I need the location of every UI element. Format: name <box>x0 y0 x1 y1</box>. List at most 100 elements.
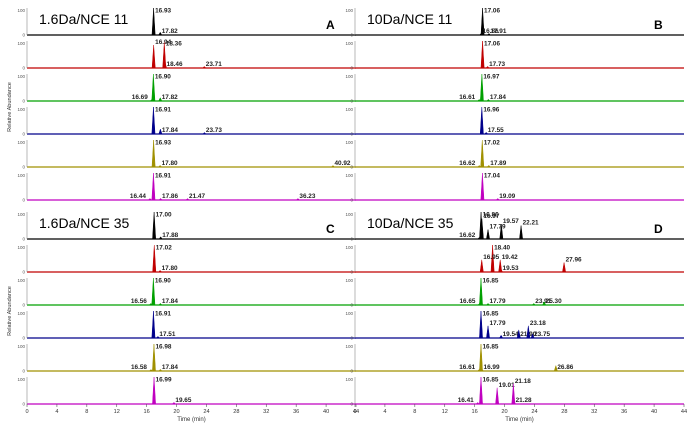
peak-label-B-2-0: 16.97 <box>483 74 499 81</box>
xtick-label-D-1: 4 <box>383 409 386 415</box>
peak-label-D-3-5: 23.75 <box>534 331 550 338</box>
peak-D-2-3 <box>531 303 537 306</box>
ytick-label-B-0-zero: 0 <box>350 33 353 38</box>
peak-label-D-1-2: 19.42 <box>502 254 518 261</box>
peak-label-B-5-0: 17.04 <box>484 173 500 180</box>
peak-C-2-1 <box>148 303 154 306</box>
peak-label-A-5-1: 16.44 <box>130 193 146 200</box>
panel-letter-B: B <box>654 18 663 32</box>
xlabel-D: Time (min) <box>505 417 533 423</box>
peak-D-3-2 <box>499 334 504 339</box>
peak-label-D-1-1: 16.95 <box>483 254 499 261</box>
ytick-label-C-1-max: 100 <box>17 245 25 250</box>
xtick-label-D-11: 44 <box>681 409 687 415</box>
peak-label-A-0-1: 17.82 <box>162 28 178 35</box>
ytick-label-A-2-max: 100 <box>17 74 25 79</box>
peak-A-5-0 <box>151 172 156 201</box>
peak-label-C-1-0: 17.02 <box>156 245 172 252</box>
peak-C-5-0 <box>152 376 156 405</box>
peak-label-A-5-0: 16.91 <box>155 173 171 180</box>
peak-A-5-2 <box>158 198 163 201</box>
peak-label-A-1-2: 18.46 <box>167 61 183 68</box>
peak-label-A-5-4: 36.23 <box>299 193 315 200</box>
xtick-label-D-0: 0 <box>353 409 356 415</box>
xtick-label-C-11: 44 <box>353 409 359 415</box>
peak-label-D-3-1: 17.79 <box>490 320 506 327</box>
peak-B-1-1 <box>485 66 490 69</box>
peak-label-D-2-3: 23.91 <box>535 298 551 305</box>
ytick-label-C-5-max: 100 <box>17 377 25 382</box>
peak-label-D-1-3: 19.53 <box>503 265 519 272</box>
xtick-label-D-7: 28 <box>561 409 567 415</box>
peak-D-2-4 <box>542 301 547 306</box>
peak-label-B-0-1: 16.86 <box>483 28 499 35</box>
peak-D-1-3 <box>498 268 504 273</box>
peak-C-4-0 <box>152 343 156 372</box>
peak-label-A-2-0: 16.90 <box>155 74 171 81</box>
peak-B-4-1 <box>477 165 482 168</box>
peak-D-4-1 <box>476 369 482 372</box>
xtick-label-C-4: 16 <box>144 409 150 415</box>
peak-label-D-4-3: 26.86 <box>557 364 573 371</box>
peak-label-C-0-0: 17.00 <box>156 212 172 219</box>
peak-label-B-0-0: 17.06 <box>484 8 500 15</box>
peak-A-1-2 <box>163 61 167 69</box>
peak-label-A-5-3: 21.47 <box>189 193 205 200</box>
ytick-label-D-2-max: 100 <box>345 278 353 283</box>
panel-title-B: 10Da/NCE 11 <box>367 11 453 27</box>
peak-label-C-0-1: 17.88 <box>162 232 178 239</box>
xtick-label-D-6: 24 <box>531 409 537 415</box>
panel-title-D: 10Da/NCE 35 <box>367 215 454 231</box>
peak-label-D-3-4: 23.18 <box>530 320 546 327</box>
peak-C-1-0 <box>152 244 157 273</box>
peak-A-3-1 <box>158 128 163 135</box>
peak-B-0-2 <box>486 33 492 36</box>
ytick-label-D-3-zero: 0 <box>350 336 353 341</box>
peak-label-A-3-2: 23.73 <box>206 127 222 134</box>
ytick-label-B-1-max: 100 <box>345 41 353 46</box>
peak-label-D-3-2: 19.54 <box>503 331 519 338</box>
peak-A-4-1 <box>157 165 163 168</box>
peak-B-3-0 <box>479 106 484 135</box>
xtick-label-D-8: 32 <box>591 409 597 415</box>
peak-label-D-5-2: 21.18 <box>515 378 531 385</box>
ytick-label-D-5-zero: 0 <box>350 402 353 407</box>
ytick-label-B-2-zero: 0 <box>350 99 353 104</box>
peak-label-D-0-2: 16.62 <box>459 232 475 239</box>
peak-label-A-1-3: 23.71 <box>206 61 222 68</box>
peak-label-D-1-4: 27.96 <box>566 257 582 264</box>
peak-label-B-2-1: 16.61 <box>459 94 475 101</box>
peak-B-4-2 <box>486 165 491 168</box>
peak-C-2-2 <box>158 303 163 306</box>
xtick-label-D-2: 8 <box>413 409 416 415</box>
ytick-label-B-2-max: 100 <box>345 74 353 79</box>
peak-A-4-2 <box>330 165 336 168</box>
peak-label-C-2-2: 17.84 <box>162 298 178 305</box>
ytick-label-C-1-zero: 0 <box>22 270 25 275</box>
peak-C-0-1 <box>158 236 163 240</box>
xtick-label-D-5: 20 <box>501 409 507 415</box>
peak-B-2-0 <box>480 73 484 102</box>
peak-D-5-4 <box>512 400 517 405</box>
peak-label-D-2-2: 17.79 <box>490 298 506 305</box>
ytick-label-D-2-zero: 0 <box>350 303 353 308</box>
ytick-label-B-3-zero: 0 <box>350 132 353 137</box>
ytick-label-B-3-max: 100 <box>345 107 353 112</box>
peak-label-B-5-1: 19.09 <box>499 193 515 200</box>
peak-C-1-1 <box>157 270 163 273</box>
peak-label-B-3-0: 16.96 <box>483 107 499 114</box>
peak-label-D-0-4: 19.57 <box>503 218 519 225</box>
ytick-label-B-0-max: 100 <box>345 8 353 13</box>
peak-D-1-0 <box>490 244 495 273</box>
peak-A-1-0 <box>151 45 156 69</box>
peak-A-5-4 <box>295 198 301 201</box>
ytick-label-C-0-max: 100 <box>17 212 25 217</box>
xtick-label-C-9: 36 <box>293 409 299 415</box>
ytick-label-C-3-max: 100 <box>17 311 25 316</box>
peak-C-0-0 <box>152 211 156 240</box>
peak-C-3-0 <box>151 310 156 339</box>
peak-label-A-2-2: 17.82 <box>162 94 178 101</box>
xtick-label-C-6: 24 <box>203 409 209 415</box>
peak-D-5-0 <box>479 376 483 405</box>
